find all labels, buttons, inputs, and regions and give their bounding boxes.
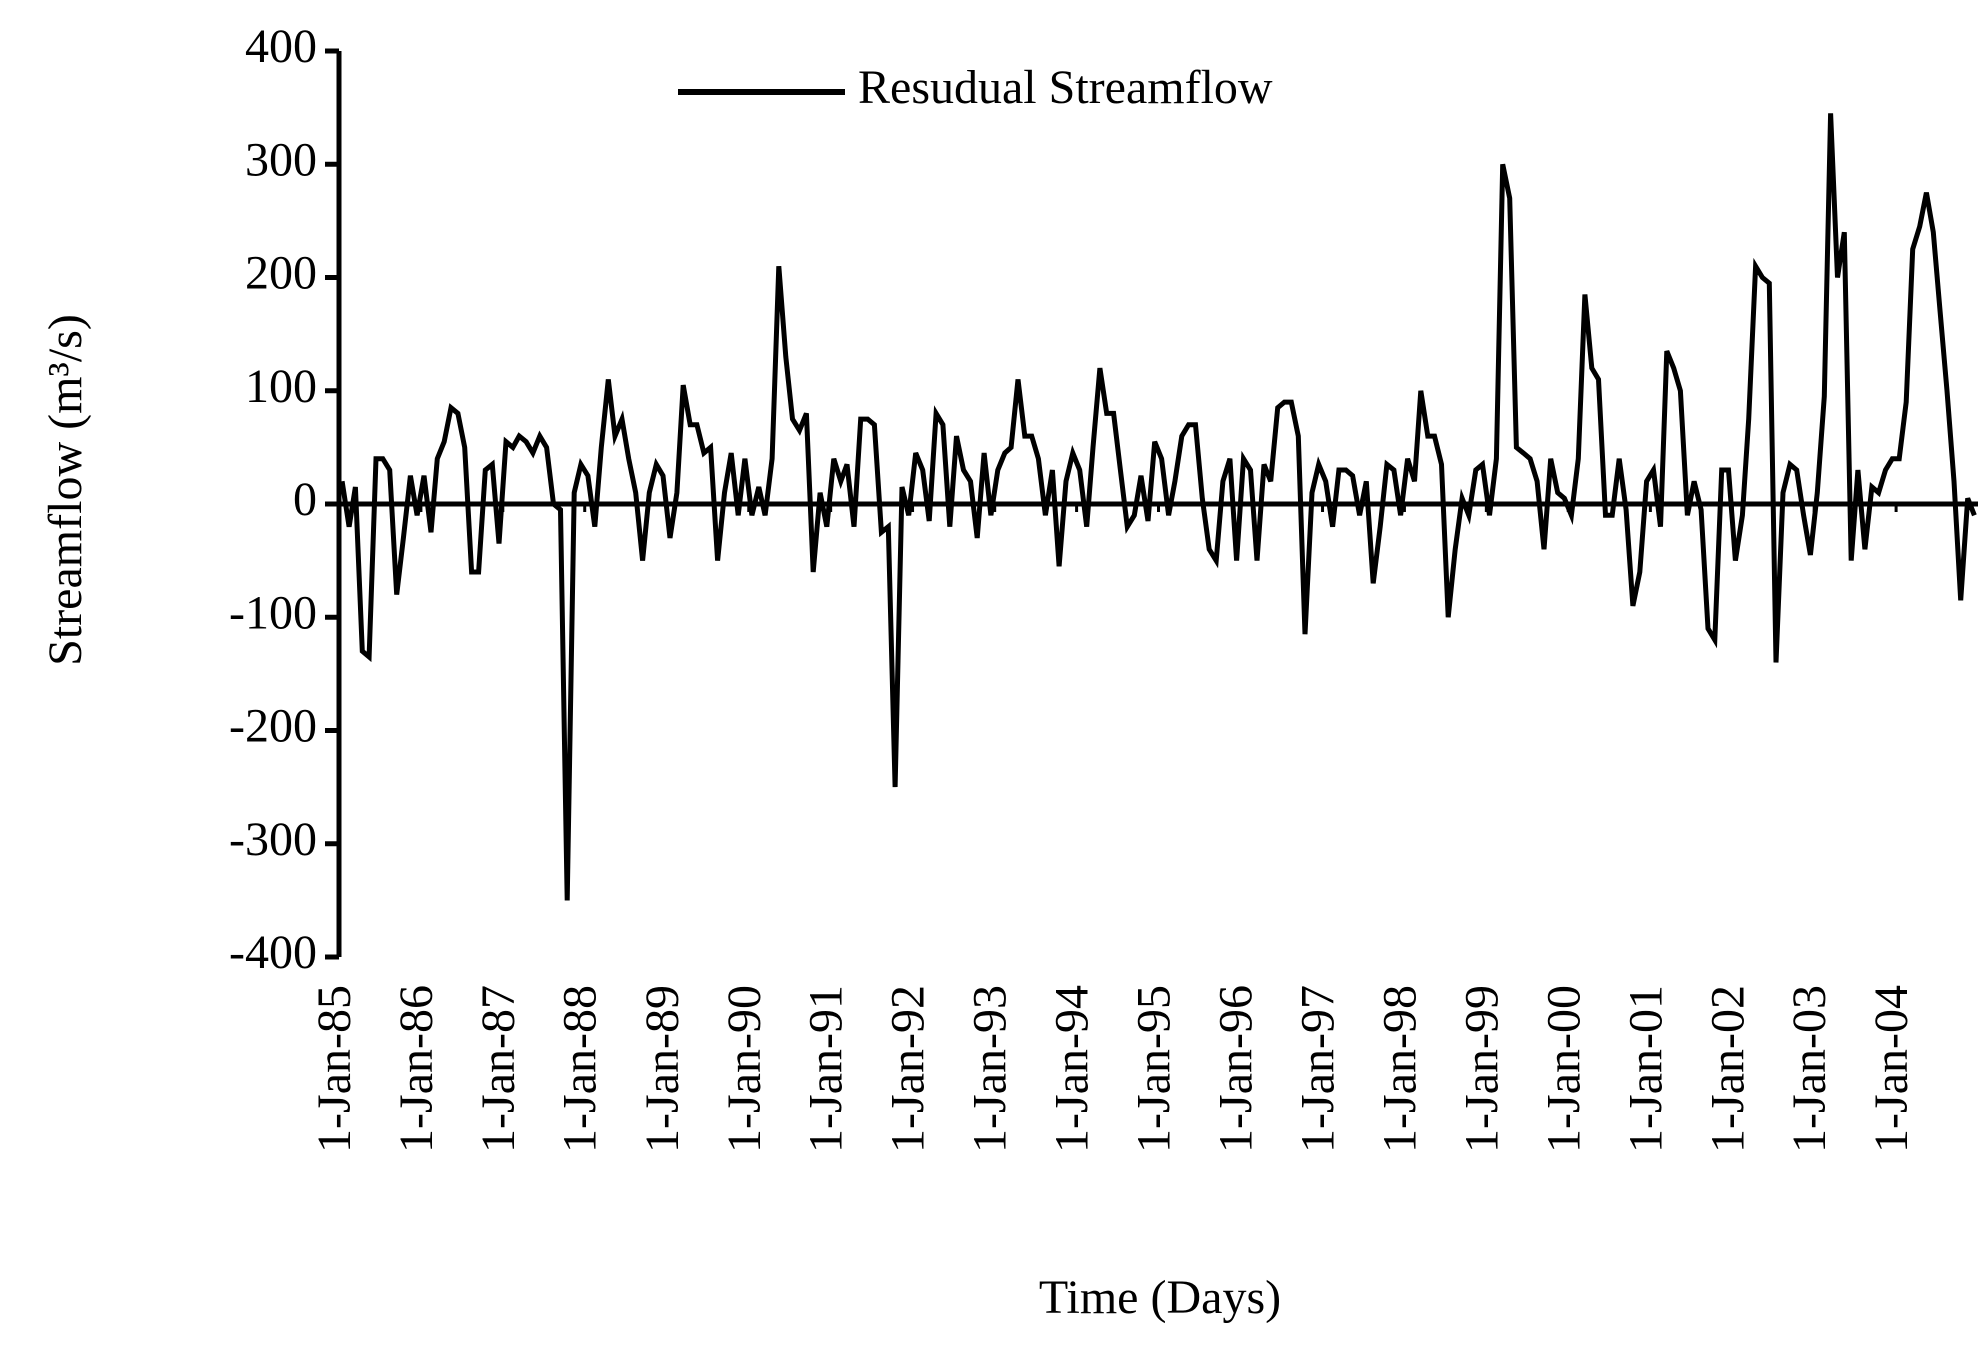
x-tick-label: 1-Jan-01 <box>1619 985 1672 1153</box>
y-tick-label: -400 <box>229 926 317 979</box>
y-tick-label: -200 <box>229 700 317 753</box>
x-tick-label: 1-Jan-86 <box>390 985 443 1153</box>
x-tick-label: 1-Jan-89 <box>636 985 689 1153</box>
y-tick-label: 400 <box>245 20 317 73</box>
x-tick-label: 1-Jan-98 <box>1373 985 1426 1153</box>
x-tick-label: 1-Jan-85 <box>308 985 361 1153</box>
x-tick-label: 1-Jan-87 <box>472 985 525 1153</box>
x-tick-label: 1-Jan-94 <box>1046 985 1099 1153</box>
x-tick-label: 1-Jan-99 <box>1455 985 1508 1153</box>
x-tick-label: 1-Jan-04 <box>1865 985 1918 1153</box>
x-tick-label: 1-Jan-91 <box>800 985 853 1153</box>
x-tick-label: 1-Jan-95 <box>1128 985 1181 1153</box>
y-tick-label: 0 <box>293 473 317 526</box>
y-tick-label: 200 <box>245 247 317 300</box>
series-line <box>339 113 1977 901</box>
x-tick-label: 1-Jan-88 <box>554 985 607 1153</box>
y-tick-label: 300 <box>245 133 317 186</box>
x-tick-label: 1-Jan-97 <box>1292 985 1345 1153</box>
y-tick-label: -100 <box>229 586 317 639</box>
legend-label: Resudual Streamflow <box>858 61 1273 114</box>
x-tick-label: 1-Jan-02 <box>1701 985 1754 1153</box>
x-tick-label: 1-Jan-90 <box>718 985 771 1153</box>
y-tick-label: 100 <box>245 360 317 413</box>
x-tick-label: 1-Jan-96 <box>1209 985 1262 1153</box>
x-tick-label: 1-Jan-00 <box>1537 985 1590 1153</box>
x-axis-title: Time (Days) <box>1039 1271 1281 1324</box>
x-tick-label: 1-Jan-93 <box>964 985 1017 1153</box>
y-axis-title: Streamflow (m³/s) <box>39 314 92 666</box>
x-tick-label: 1-Jan-92 <box>882 985 935 1153</box>
y-tick-label: -300 <box>229 813 317 866</box>
x-tick-label: 1-Jan-03 <box>1783 985 1836 1153</box>
